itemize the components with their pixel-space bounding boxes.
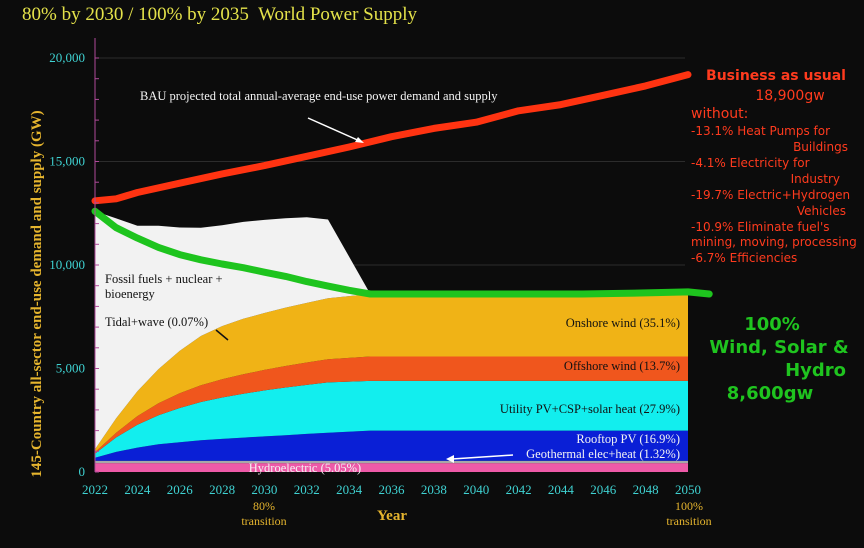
area-geothermal-elec-heat-1-32 [95,460,688,464]
bau-summary-without: without: [691,106,748,122]
y-tick-label: 15,000 [49,154,85,169]
x-tick-label: 2030 [251,482,277,497]
bau-line [91,71,692,205]
wws-line-2: Wind, Solar & [709,337,848,358]
x-tick-label: 2024 [124,482,151,497]
bau-item-5a: -6.7% Efficiencies [691,251,797,265]
rooftop-label: Rooftop PV (16.9%) [576,432,680,446]
x-tick-label: 2022 [82,482,108,497]
x-annotation-2050-line2: transition [666,514,711,528]
bau-line-label: BAU projected total annual-average end-u… [140,89,498,103]
bau-item-3a: -19.7% Electric+Hydrogen [691,188,850,202]
wws-summary: 100% Wind, Solar & Hydro 8,600gw [709,314,848,404]
x-tick-label: 2050 [675,482,701,497]
x-ticks: 2022 2024 2026 2028 2030 2032 2034 2036 2038 2040… [82,482,701,497]
x-tick-label: 2038 [421,482,447,497]
bau-summary-title: Business as usual [706,68,846,84]
utility-label: Utility PV+CSP+solar heat (27.9%) [500,402,680,416]
fossil-label-line2: bioenergy [105,287,156,301]
x-tick-label: 2032 [294,482,320,497]
x-annotation-2030: 80% transition [241,499,286,528]
bau-item-1b: Buildings [793,140,848,154]
x-tick-label: 2026 [167,482,194,497]
y-tick-label: 20,000 [49,50,85,65]
bau-item-2b: Industry [791,172,840,186]
bau-item-4b: mining, moving, processing [691,235,857,249]
x-tick-label: 2044 [548,482,575,497]
x-tick-label: 2048 [633,482,659,497]
x-axis-label: Year [377,508,407,524]
y-tick-label: 0 [79,464,86,479]
area-rooftop-pv-16-9 [95,430,688,461]
area-hydroelectric-5-05 [95,463,688,472]
area-offshore-wind-13-7 [95,356,688,454]
y-tick-label: 10,000 [49,257,85,272]
y-ticks: 0 5,000 10,000 15,000 20,000 [49,50,99,479]
wws-line-4: 8,600gw [727,383,813,404]
bau-summary-total: 18,900gw [755,88,824,104]
bau-item-4a: -10.9% Eliminate fuel's [691,220,830,234]
area-onshore-wind-35-1 [95,294,688,453]
x-annotation-2030-line1: 80% [253,499,275,513]
lines [91,71,713,298]
geothermal-arrow [451,454,514,460]
wws-line-3: Hydro [785,360,846,381]
bau-arrow [307,117,363,143]
wws-line [91,207,713,298]
x-tick-label: 2040 [463,482,489,497]
x-tick-label: 2042 [506,482,532,497]
bau-item-2a: -4.1% Electricity for [691,156,810,170]
x-tick-label: 2034 [336,482,363,497]
tidal-label: Tidal+wave (0.07%) [105,315,208,329]
bau-item-1a: -13.1% Heat Pumps for [691,124,830,138]
y-axis-label: 145-Country all-sector end-use demand an… [29,110,45,477]
x-annotation-2050: 100% transition [666,499,711,528]
x-annotation-2050-line1: 100% [675,499,703,513]
x-tick-label: 2028 [209,482,235,497]
bau-item-3b: Vehicles [797,204,846,218]
tidal-arrow [215,329,229,341]
bau-arrow-head [355,137,364,143]
area-utility-pv-csp-solar-heat-27-9 [95,380,688,458]
wws-line-1: 100% [744,314,800,335]
chart-title: 80% by 2030 / 100% by 2035 World Power S… [22,4,418,25]
x-tick-label: 2046 [590,482,617,497]
onshore-label: Onshore wind (35.1%) [566,316,680,330]
offshore-label: Offshore wind (13.7%) [564,359,680,373]
y-tick-label: 5,000 [56,361,85,376]
geothermal-arrow-head [446,455,454,463]
x-tick-label: 2036 [379,482,406,497]
fossil-label-line1: Fossil fuels + nuclear + [105,272,223,286]
bau-summary: Business as usual 18,900gw without: -13.… [691,68,857,265]
hydro-label: Hydroelectric (5.05%) [249,461,361,475]
x-annotation-2030-line2: transition [241,514,286,528]
geothermal-label: Geothermal elec+heat (1.32%) [526,447,680,461]
